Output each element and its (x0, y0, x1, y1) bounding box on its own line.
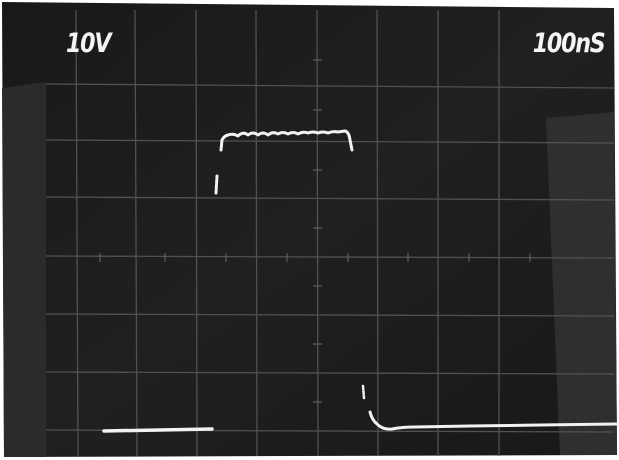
center-ticks (99, 59, 531, 403)
volts-per-div-label: 10V (66, 28, 111, 59)
trace-pulse-top (219, 129, 354, 152)
trace-baseline-left (102, 427, 214, 433)
left-bezel (2, 82, 46, 457)
trace-rising-edge (214, 174, 219, 195)
time-per-div-label: 100nS (533, 28, 606, 59)
trace-baseline-right (368, 410, 618, 431)
trace-falling-edge (361, 384, 366, 400)
right-bezel (546, 112, 617, 455)
graticule (45, 9, 615, 457)
waveform-trace (102, 129, 618, 433)
